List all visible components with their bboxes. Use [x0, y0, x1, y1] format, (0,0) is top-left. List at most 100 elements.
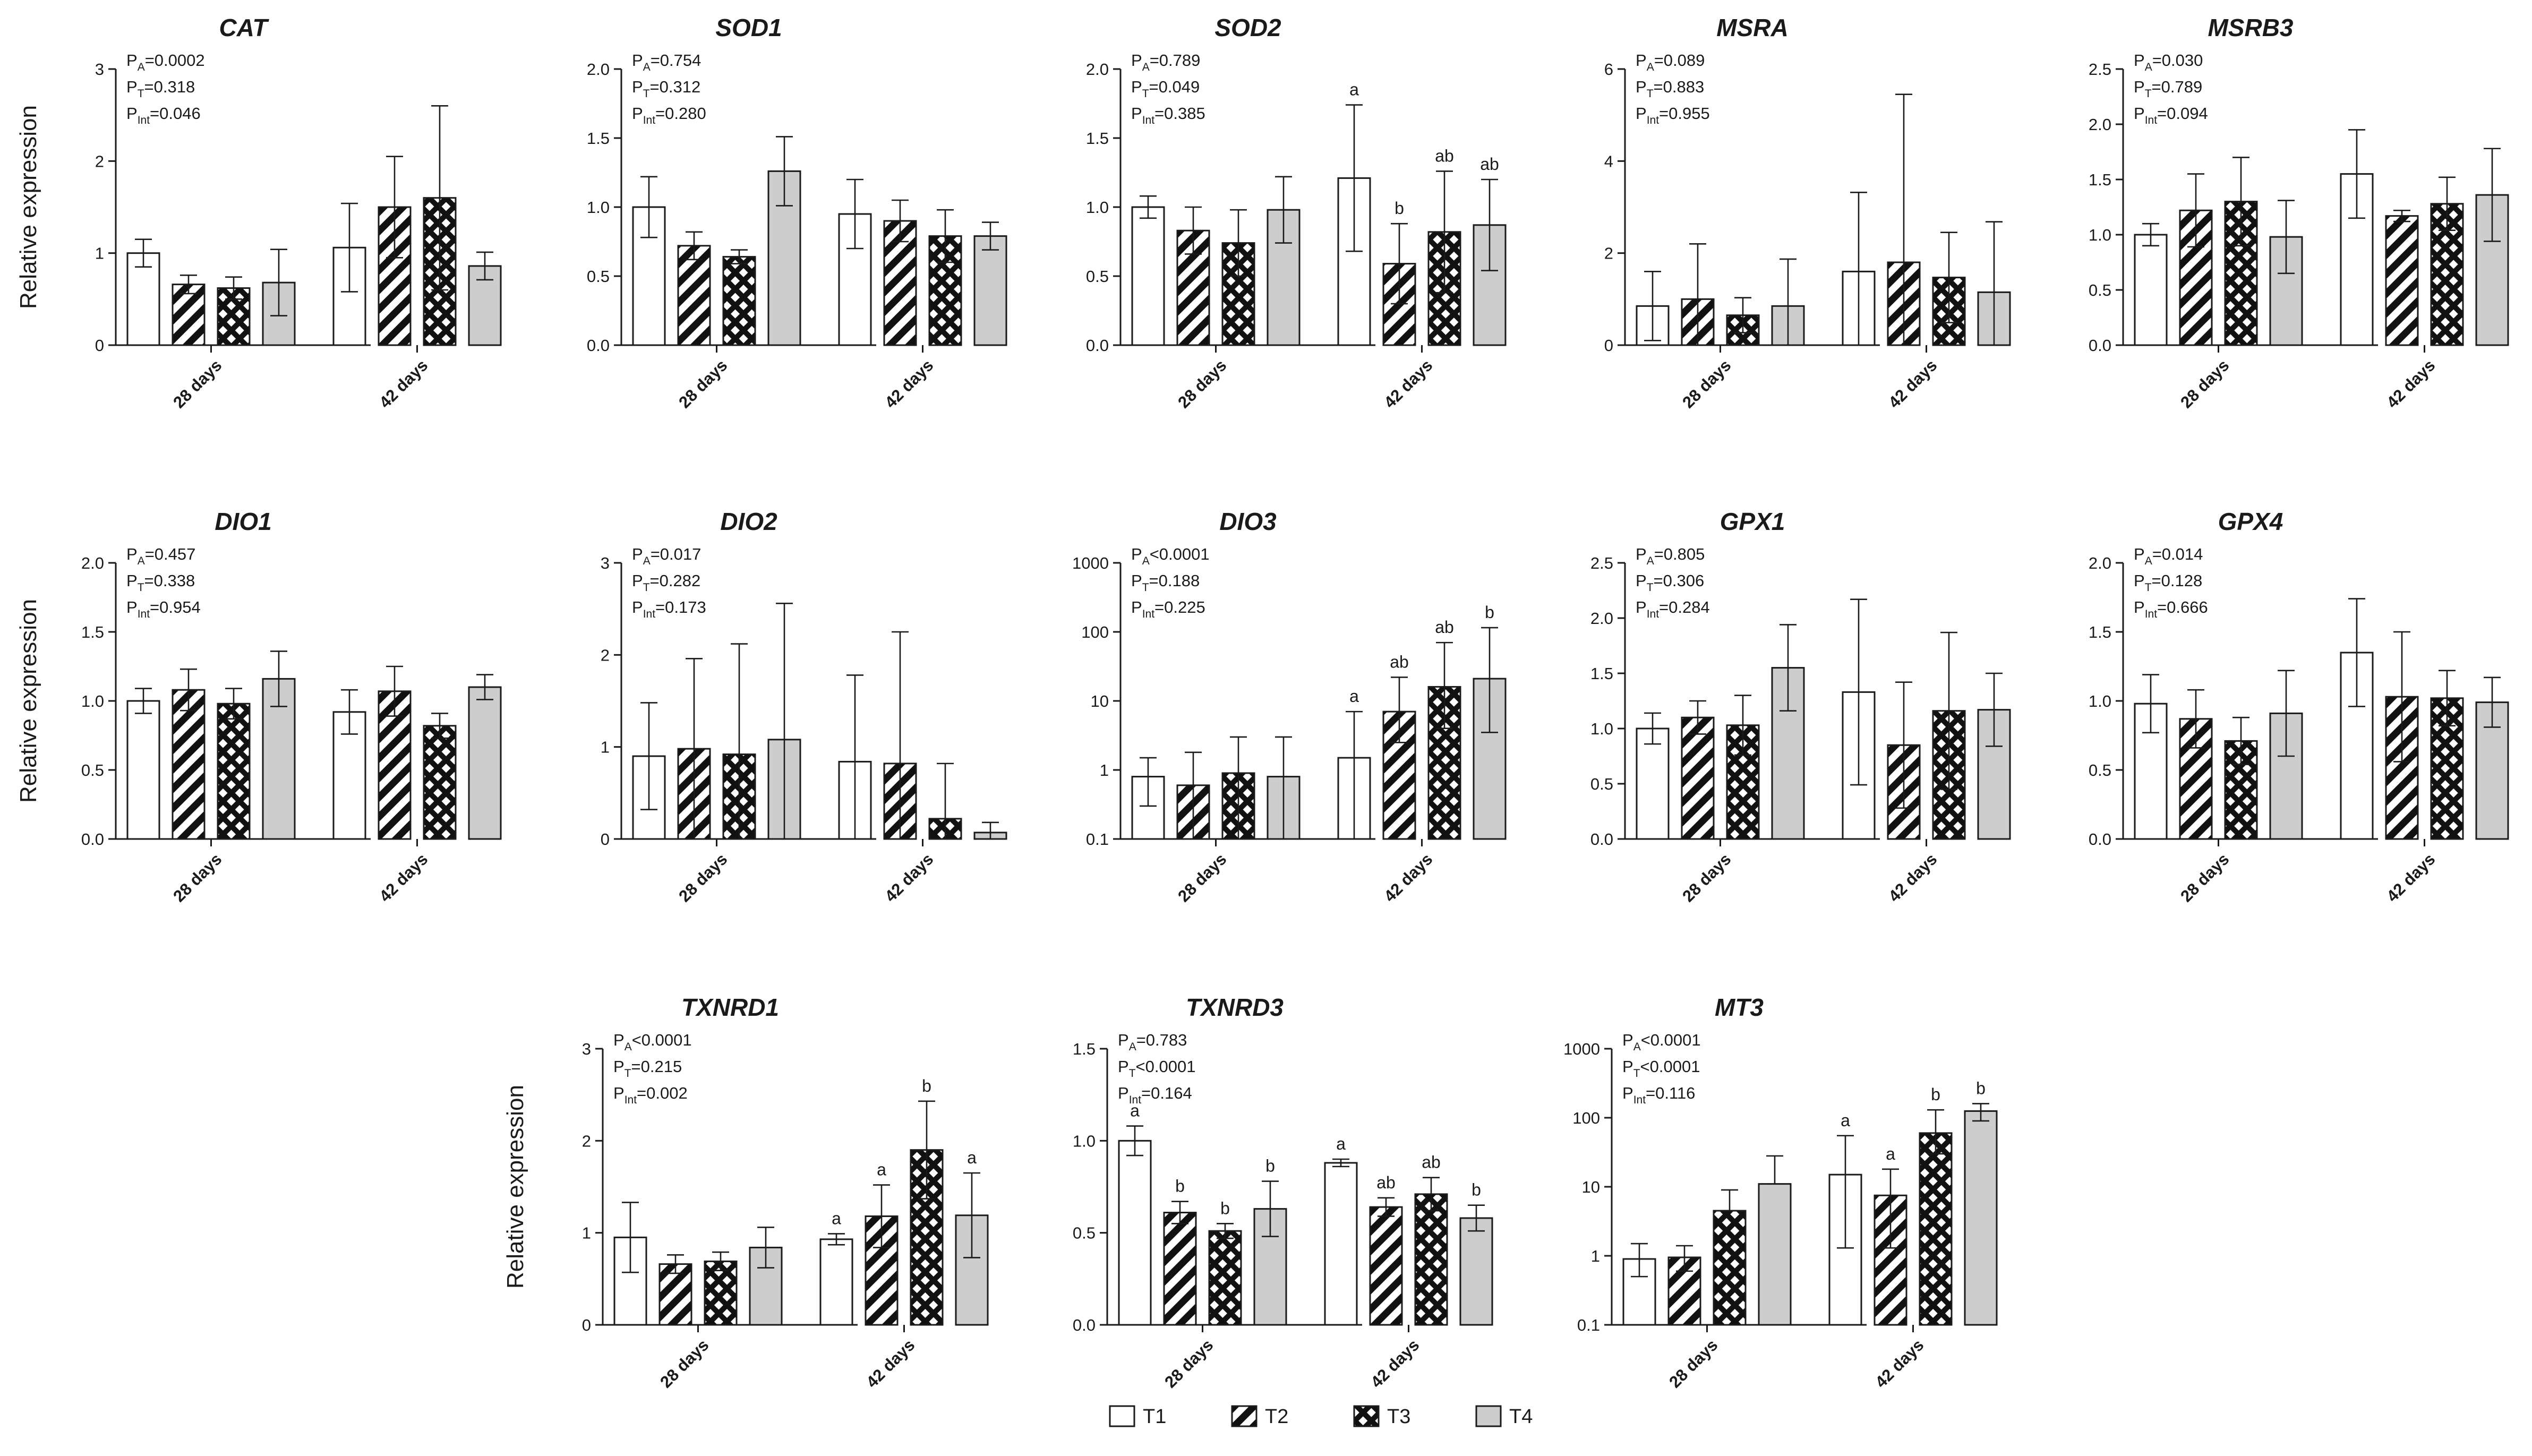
p-value-int: PInt=0.954	[126, 598, 201, 620]
y-tick-label: 0.0	[1086, 336, 1109, 355]
x-tick-label: 28 days	[675, 850, 731, 905]
y-tick-label: 100	[1572, 1109, 1600, 1127]
significance-letter: a	[967, 1148, 977, 1167]
legend-swatch-t1	[1109, 1405, 1135, 1427]
p-value-a: PA=0.457	[126, 545, 195, 567]
legend-label-t1: T1	[1143, 1406, 1166, 1428]
y-tick-label: 1.0	[1590, 720, 1613, 738]
y-tick-label: 10	[1091, 692, 1109, 710]
x-tick-label: 42 days	[1380, 356, 1436, 412]
y-tick-label: 1.5	[587, 129, 610, 148]
chart-panel-dio2: DIO2 0 1 2 3 PA=0.017 PT=0.282 PInt=0.173 28 day…	[601, 508, 1007, 905]
p-value-int: PInt=0.094	[2134, 104, 2208, 126]
bar-t2-28d	[1163, 1212, 1197, 1326]
bar-t3-28d	[1713, 1210, 1747, 1326]
y-tick-label: 10	[1582, 1178, 1600, 1196]
y-tick-label: 1.5	[1073, 1040, 1096, 1058]
significance-letter: a	[1349, 687, 1359, 706]
significance-letter: b	[1931, 1085, 1940, 1104]
bar-t3-42d	[1919, 1132, 1953, 1326]
p-value-t: PT=0.318	[126, 78, 195, 100]
bar-t2-28d	[1681, 716, 1715, 840]
y-tick-label: 0.0	[1590, 830, 1613, 849]
bar-t3-42d	[928, 235, 962, 346]
y-tick-label: 2	[1604, 244, 1613, 263]
p-value-a: PA=0.030	[2134, 51, 2203, 73]
x-tick-label: 42 days	[375, 356, 431, 412]
p-value-int: PInt=0.284	[1636, 598, 1710, 620]
x-tick-label: 28 days	[2177, 356, 2232, 412]
significance-letter: a	[1886, 1144, 1895, 1163]
bar-t1-42d	[819, 1238, 853, 1326]
y-tick-label: 1.0	[81, 692, 104, 710]
chart-title: CAT	[219, 14, 269, 41]
p-value-int: PInt=0.164	[1118, 1084, 1192, 1106]
p-value-int: PInt=0.225	[1131, 598, 1205, 620]
chart-title: MT3	[1715, 993, 1764, 1021]
p-value-int: PInt=0.955	[1636, 104, 1710, 126]
chart-title: TXNRD1	[681, 993, 779, 1021]
x-tick-label: 28 days	[1174, 356, 1230, 412]
p-value-int: PInt=0.666	[2134, 598, 2208, 620]
significance-letter: ab	[1435, 618, 1454, 637]
significance-letter: ab	[1435, 146, 1454, 165]
bar-t3-42d	[1414, 1193, 1448, 1326]
bar-t1-28d	[1131, 206, 1165, 346]
y-tick-label: 0.5	[587, 267, 610, 286]
bar-t1-28d	[1636, 727, 1670, 840]
y-tick-label: 1.5	[81, 623, 104, 641]
y-tick-label: 2	[582, 1132, 591, 1150]
y-tick-label: 2	[601, 646, 610, 664]
y-axis-label: Relative expression	[502, 1085, 528, 1289]
y-tick-label: 0.0	[587, 336, 610, 355]
y-tick-label: 0.0	[1073, 1316, 1096, 1334]
x-tick-label: 42 days	[881, 356, 937, 412]
p-value-int: PInt=0.046	[126, 104, 201, 126]
y-tick-label: 3	[95, 60, 104, 79]
y-tick-label: 2.5	[1590, 554, 1613, 572]
x-tick-label: 42 days	[881, 850, 937, 905]
bar-t4-28d	[1758, 1183, 1792, 1326]
y-tick-label: 1	[582, 1224, 591, 1243]
bar-t3-28d	[217, 703, 251, 840]
bar-t4-42d	[468, 686, 502, 840]
y-tick-label: 0	[601, 830, 610, 849]
y-tick-label: 6	[1604, 60, 1613, 79]
significance-letter: a	[1336, 1134, 1346, 1153]
p-value-t: PT=0.883	[1636, 78, 1704, 100]
bar-t4-42d	[973, 235, 1007, 346]
x-tick-label: 28 days	[169, 850, 225, 905]
y-tick-label: 1.5	[1086, 129, 1109, 148]
chart-panel-sod2: SOD2 0.0 0.5 1.0 1.5 2.0 PA=0.789 PT=0.049 PInt=…	[1086, 14, 1507, 412]
p-value-t: PT<0.0001	[1622, 1057, 1700, 1080]
bar-t4-42d	[2475, 701, 2509, 840]
p-value-t: PT=0.188	[1131, 571, 1200, 594]
x-tick-label: 42 days	[2383, 850, 2439, 905]
y-tick-label: 0.0	[81, 830, 104, 849]
chart-title: GPX4	[2218, 508, 2283, 535]
y-tick-label: 3	[582, 1040, 591, 1058]
p-value-t: PT=0.049	[1131, 78, 1200, 100]
y-tick-label: 0	[95, 336, 104, 355]
significance-letter: b	[1395, 199, 1404, 218]
bar-t1-42d	[332, 711, 366, 840]
p-value-a: PA=0.0002	[126, 51, 205, 73]
chart-panel-gpx4: GPX4 0.0 0.5 1.0 1.5 2.0 PA=0.014 PT=0.128 PInt=…	[2089, 508, 2509, 905]
x-tick-label: 28 days	[1161, 1335, 1217, 1391]
chart-panel-dio3: DIO3 0.1 1 10 100 1000 PA<0.0001 PT=0.188 PInt=0…	[1072, 508, 1507, 905]
p-value-t: PT=0.306	[1636, 571, 1704, 594]
y-tick-label: 2	[95, 152, 104, 170]
p-value-int: PInt=0.280	[632, 104, 706, 126]
chart-panels: CAT Relative expression 0 1 2 3 PA=0.0002 PT=0.…	[15, 14, 2509, 1391]
chart-title: DIO2	[720, 508, 777, 535]
significance-letter: ab	[1480, 155, 1499, 174]
bar-t1-28d	[2134, 234, 2168, 346]
bar-t2-28d	[172, 284, 206, 346]
p-value-a: PA=0.754	[632, 51, 701, 73]
bar-t2-28d	[172, 689, 206, 840]
chart-panel-gpx1: GPX1 0.0 0.5 1.0 1.5 2.0 2.5 PA=0.805 PT=0.306 PI…	[1590, 508, 2011, 905]
x-tick-label: 28 days	[1665, 1335, 1721, 1391]
legend-label-t4: T4	[1509, 1406, 1533, 1428]
y-tick-label: 1	[601, 738, 610, 757]
